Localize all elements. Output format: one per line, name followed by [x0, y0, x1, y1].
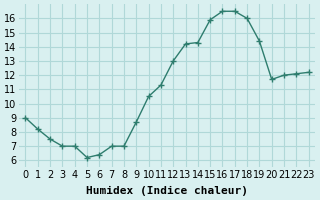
X-axis label: Humidex (Indice chaleur): Humidex (Indice chaleur) [86, 186, 248, 196]
